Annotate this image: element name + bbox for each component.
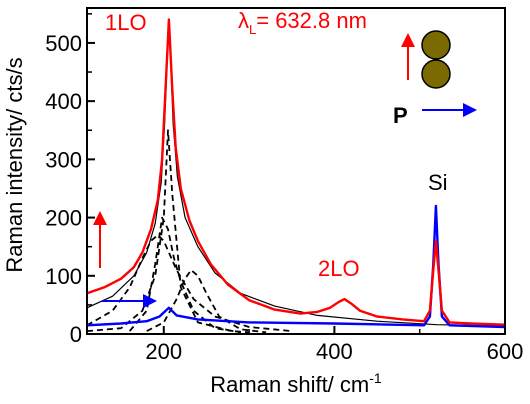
y-tick-label-200: 200	[45, 206, 82, 231]
polarization-label: P	[393, 103, 408, 128]
wavelength-label: λL= 632.8 nm	[238, 8, 367, 37]
y-tick-label-0: 0	[70, 322, 82, 347]
y-tick-label-400: 400	[45, 89, 82, 114]
x-tick-label-200: 200	[145, 339, 182, 364]
peak-label-1lo: 1LO	[105, 10, 147, 35]
wavelength-symbol: λ	[238, 8, 249, 33]
peak-label-2lo: 2LO	[318, 256, 360, 281]
y-axis-title: Raman intensity/ cts/s	[2, 57, 27, 272]
y-tick-label-300: 300	[45, 147, 82, 172]
nanoparticle-icon-top	[422, 31, 450, 59]
wavelength-subscript: L	[249, 22, 256, 37]
x-axis-title: Raman shift/ cm-1	[210, 370, 382, 397]
x-tick-label-600: 600	[487, 339, 524, 364]
nanoparticle-icon-bottom	[422, 60, 450, 88]
wavelength-value: = 632.8 nm	[256, 8, 367, 33]
fit-component-line-5	[130, 218, 241, 333]
x-tick-label-400: 400	[316, 339, 353, 364]
y-tick-label-500: 500	[45, 31, 82, 56]
x-axis-title-superscript: -1	[369, 370, 382, 386]
y-tick-label-100: 100	[45, 264, 82, 289]
peak-label-si: Si	[428, 170, 448, 195]
